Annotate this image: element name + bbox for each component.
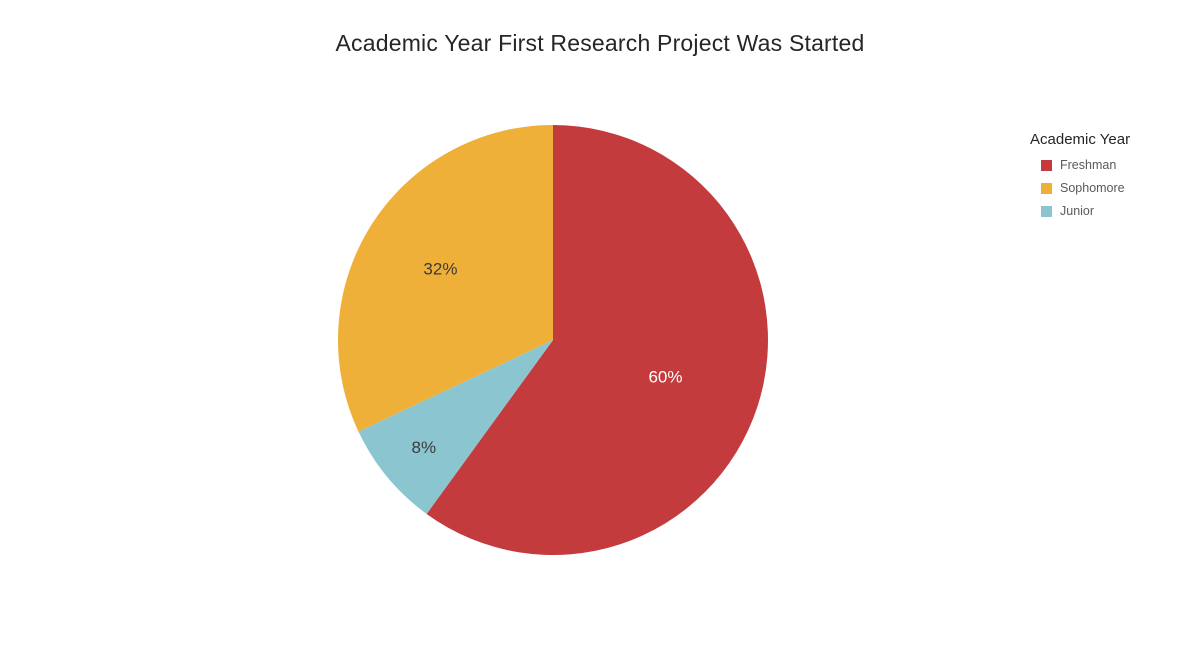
legend-label-junior: Junior [1060, 204, 1095, 218]
junior-swatch-icon [1041, 205, 1052, 217]
pie-slice-freshman [426, 125, 768, 556]
pie-slice-sophomore [338, 125, 553, 432]
legend: Academic Year Freshman Sophomore Junior [1030, 131, 1130, 227]
legend-item-junior: Junior [1041, 204, 1130, 218]
chart-title: Academic Year First Research Project Was… [335, 30, 865, 56]
legend-item-freshman: Freshman [1041, 158, 1130, 172]
legend-item-sophomore: Sophomore [1041, 181, 1130, 195]
pie-label-freshman: 60% [648, 368, 682, 387]
pie-label-sophomore: 32% [423, 260, 457, 279]
pie-label-junior: 8% [411, 438, 436, 457]
pie-slice-junior [358, 340, 553, 514]
legend-label-freshman: Freshman [1060, 158, 1117, 172]
sophomore-swatch-icon [1041, 182, 1052, 194]
legend-label-sophomore: Sophomore [1060, 181, 1125, 195]
legend-title: Academic Year [1030, 131, 1131, 148]
freshman-swatch-icon [1041, 159, 1052, 171]
